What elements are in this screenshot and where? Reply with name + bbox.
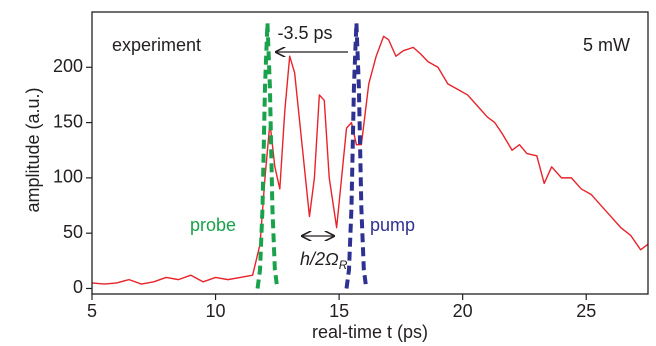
y-tick-label: 150 <box>53 111 83 131</box>
plot-frame <box>91 11 649 295</box>
y-axis-label: amplitude (a.u.) <box>23 87 43 212</box>
series-label: probe <box>190 215 236 235</box>
series-line <box>344 21 369 289</box>
y-tick-label: 200 <box>53 56 83 76</box>
rabi-sub: R <box>339 258 348 272</box>
x-tick-label: 10 <box>206 301 226 321</box>
delay-label: -3.5 ps <box>277 23 332 43</box>
y-tick-label: 0 <box>73 277 83 297</box>
series-line <box>255 21 280 289</box>
x-tick-label: 20 <box>453 301 473 321</box>
rabi-label: h/2ΩR <box>300 249 348 272</box>
x-axis-label: real-time t (ps) <box>312 322 428 342</box>
rabi-text: h/2Ω <box>300 249 339 269</box>
power-label: 5 mW <box>583 35 630 55</box>
y-tick-label: 50 <box>63 222 83 242</box>
y-tick-label: 100 <box>53 167 83 187</box>
x-tick-label: 15 <box>329 301 349 321</box>
x-tick-label: 5 <box>87 301 97 321</box>
x-tick-label: 25 <box>576 301 596 321</box>
series-label: pump <box>370 215 415 235</box>
series-line <box>91 35 649 285</box>
series-label: experiment <box>112 35 201 55</box>
